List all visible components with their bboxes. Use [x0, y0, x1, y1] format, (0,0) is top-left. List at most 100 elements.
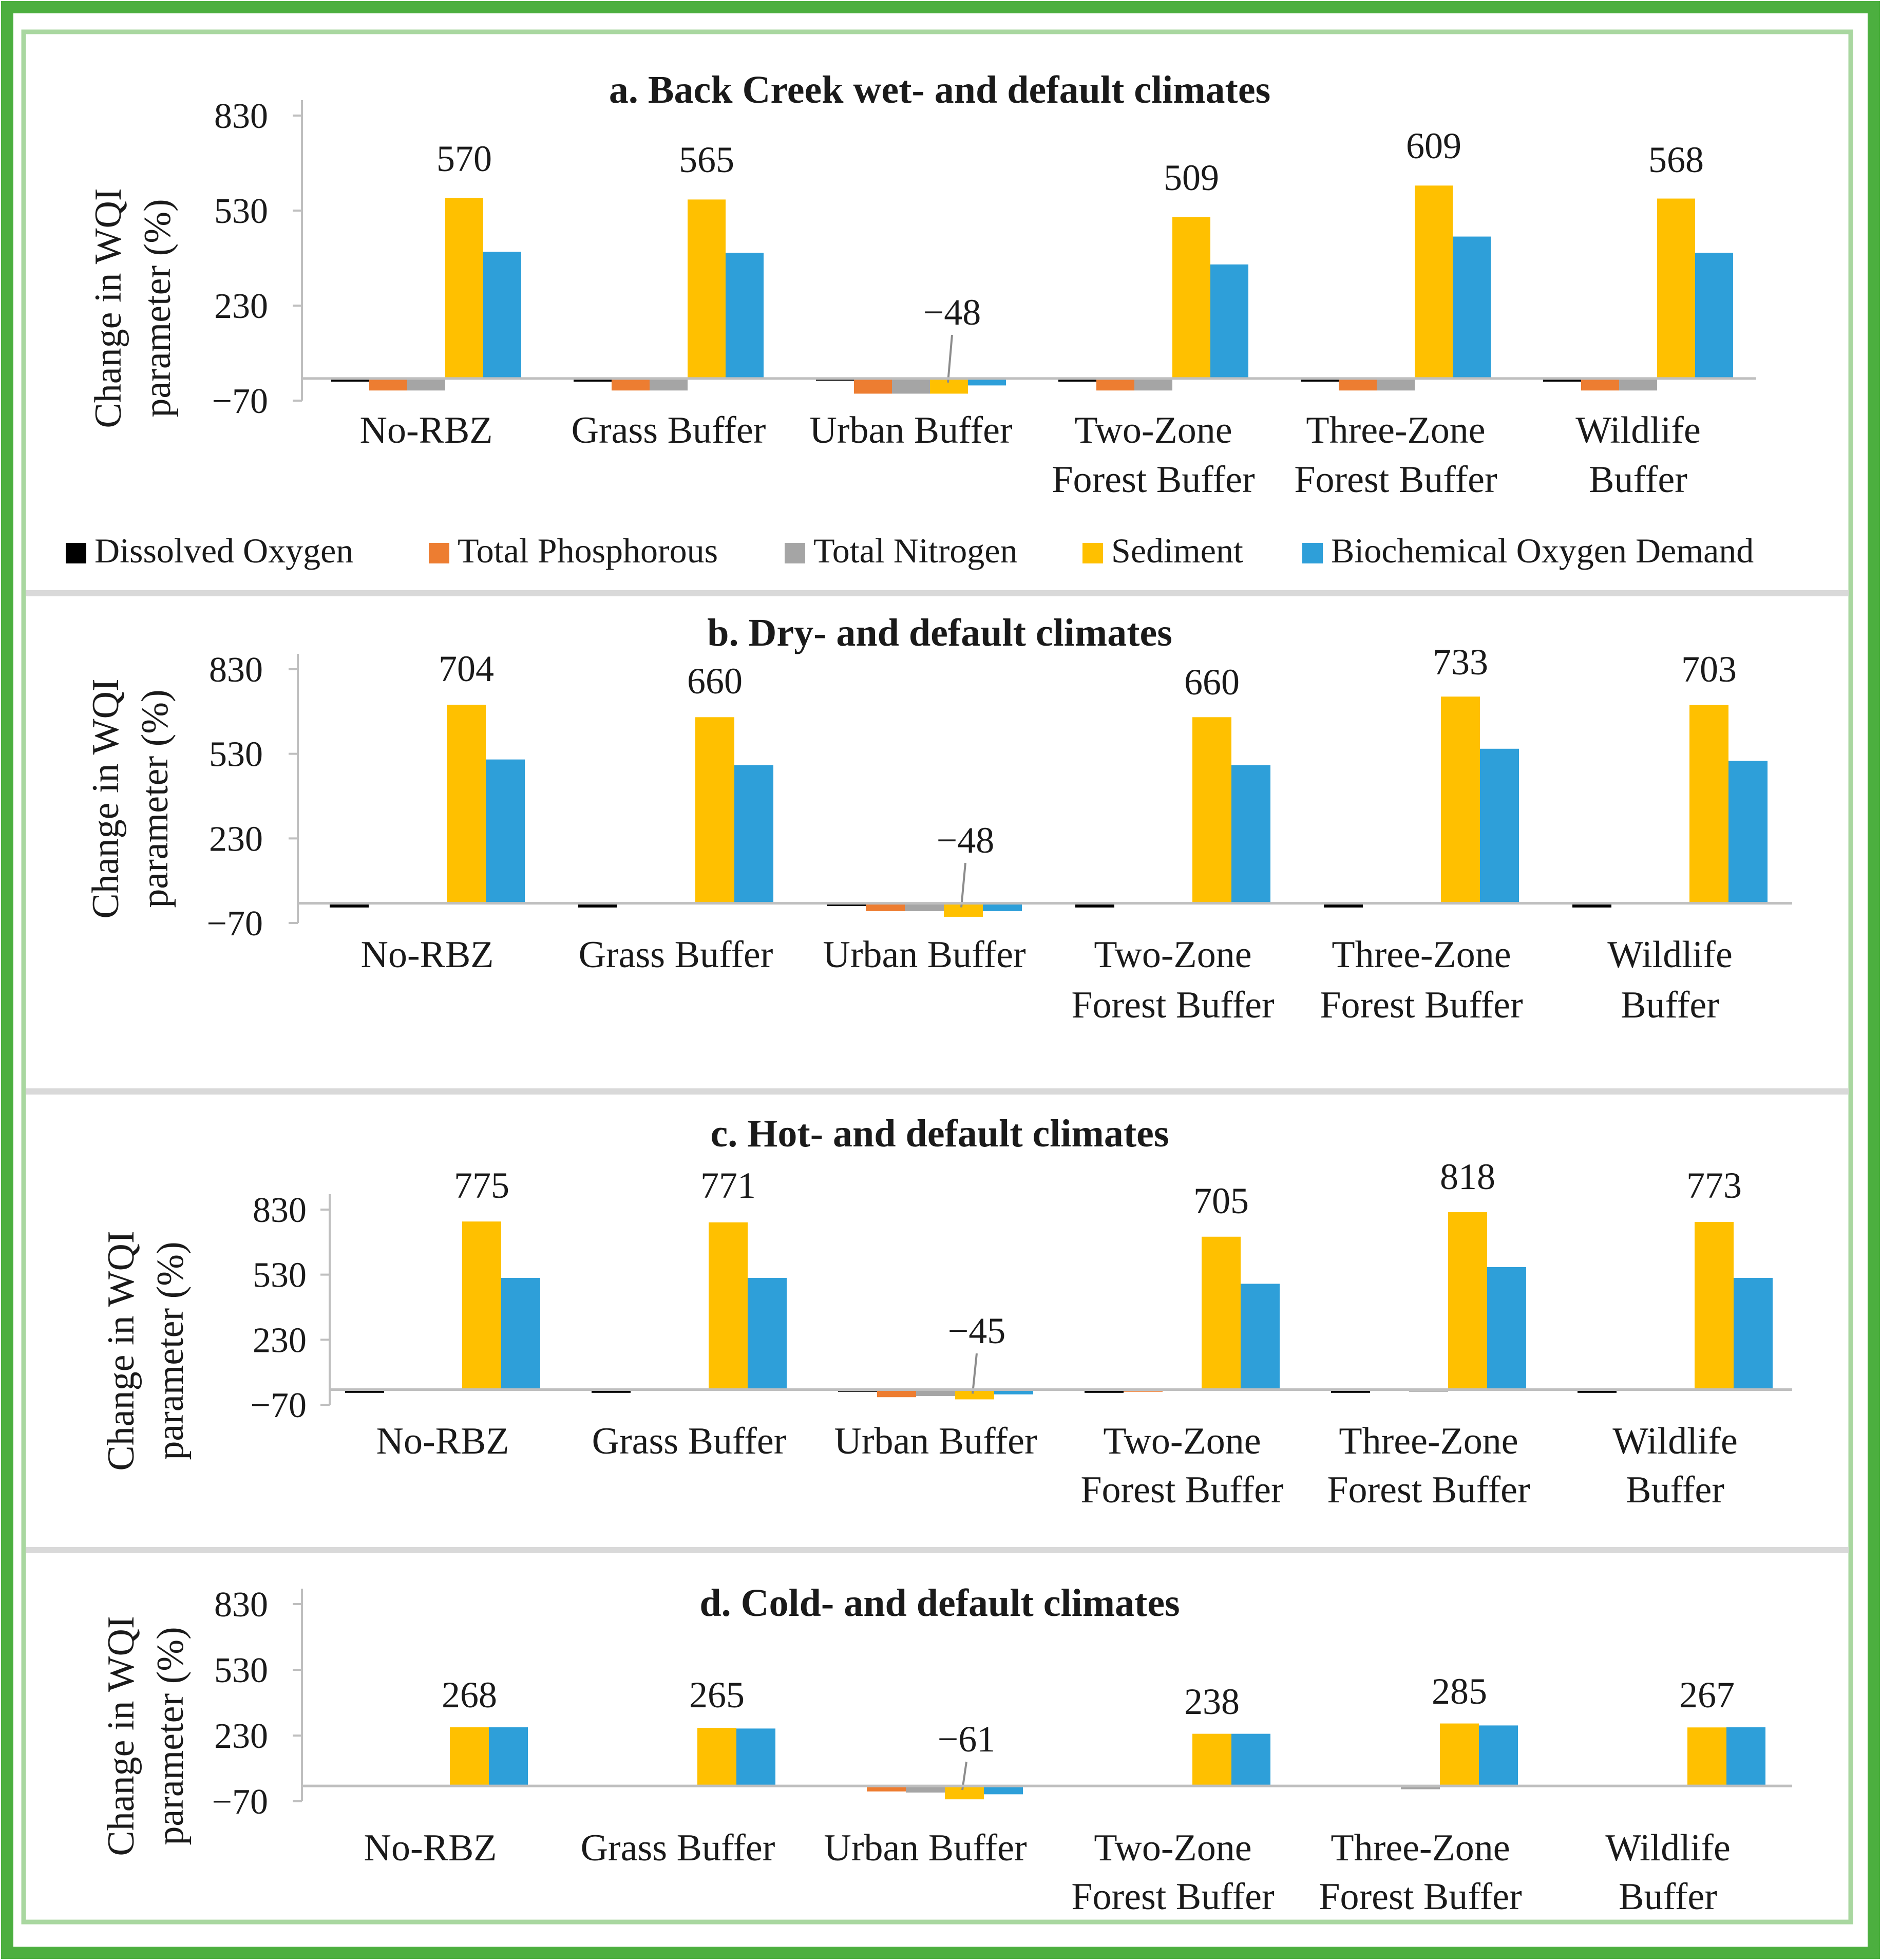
- bar: [709, 1222, 748, 1390]
- bar: [906, 1786, 945, 1793]
- bar: [612, 378, 650, 391]
- x-category-label: No-RBZ: [360, 409, 493, 451]
- data-label-leader: [947, 334, 953, 383]
- bar: [578, 903, 617, 908]
- bar: [697, 1728, 736, 1786]
- x-category-label: Wildlife: [1607, 934, 1733, 976]
- data-label: 509: [1164, 157, 1219, 198]
- x-category-label: Wildlife: [1612, 1420, 1738, 1462]
- y-tick-label: 230: [214, 287, 268, 326]
- bar: [944, 903, 983, 917]
- y-tick-label: −70: [212, 1782, 268, 1822]
- x-category-label: Two-Zone: [1103, 1420, 1261, 1462]
- bar: [1543, 378, 1581, 382]
- x-category-label: Urban Buffer: [823, 934, 1025, 976]
- bar: [1192, 717, 1231, 903]
- data-label: 285: [1432, 1671, 1487, 1712]
- x-category-label: Grass Buffer: [592, 1420, 787, 1462]
- data-label: 771: [700, 1165, 756, 1206]
- x-category-label: Three-Zone: [1331, 1827, 1510, 1869]
- x-category-label: Three-Zone: [1332, 934, 1511, 976]
- legend-label: Total Phosphorous: [458, 531, 718, 570]
- x-category-label: Two-Zone: [1094, 1827, 1251, 1869]
- bar: [1075, 903, 1114, 908]
- bar: [1134, 378, 1172, 391]
- bar: [1231, 1733, 1270, 1786]
- bar: [592, 1389, 631, 1393]
- bar: [407, 378, 445, 391]
- bar: [1331, 1389, 1370, 1393]
- bar: [734, 765, 773, 903]
- bar: [489, 1727, 528, 1786]
- data-label: 565: [679, 139, 734, 180]
- y-tick-label: 230: [253, 1321, 307, 1360]
- y-tick-label: 830: [214, 97, 268, 136]
- legend-swatch: [66, 543, 86, 563]
- y-tick-label: −70: [207, 904, 263, 944]
- y-tick-label: 530: [214, 1651, 268, 1690]
- data-label-leader: [972, 1353, 978, 1394]
- bar: [916, 1389, 955, 1397]
- bar: [1479, 1725, 1518, 1786]
- legend: Dissolved Oxygen Total Phosphorous Total N…: [66, 531, 1754, 570]
- legend-label: Total Nitrogen: [813, 531, 1017, 570]
- x-category-label: Two-Zone: [1074, 409, 1232, 451]
- inner-frame: [21, 29, 1853, 1925]
- bar: [1058, 378, 1096, 382]
- x-category-label: Two-Zone: [1094, 934, 1251, 976]
- bar: [1377, 378, 1415, 391]
- bar: [1453, 236, 1491, 379]
- legend-swatch: [1082, 543, 1103, 563]
- bar: [330, 903, 369, 908]
- bar: [447, 705, 486, 903]
- bar: [331, 378, 369, 382]
- data-label: 775: [454, 1165, 509, 1206]
- chart-panel-a: a. Back Creek wet- and default climates C…: [87, 68, 1756, 501]
- chart-panel-c: c. Hot- and default climates Change in WQ…: [100, 1112, 1792, 1511]
- bar: [1231, 765, 1270, 903]
- y-tick-label: 230: [214, 1717, 268, 1756]
- y-axis-label: Change in WQI parameter (%): [87, 188, 179, 428]
- x-category-label: Forest Buffer: [1052, 459, 1255, 501]
- x-category-label: Forest Buffer: [1294, 459, 1497, 501]
- bar: [688, 199, 726, 379]
- chart-title: c. Hot- and default climates: [711, 1112, 1169, 1155]
- data-label: 238: [1184, 1681, 1240, 1722]
- bar: [1415, 185, 1453, 379]
- data-label: 268: [442, 1674, 497, 1716]
- x-category-label: Buffer: [1626, 1469, 1724, 1511]
- bar: [726, 253, 764, 379]
- data-label: 703: [1681, 649, 1737, 690]
- x-category-label: Forest Buffer: [1071, 1876, 1274, 1918]
- data-label: −61: [938, 1719, 996, 1760]
- legend-swatch: [429, 543, 449, 563]
- chart-panel-d: d. Cold- and default climates Change in W…: [100, 1581, 1792, 1918]
- bar: [695, 717, 734, 903]
- bar: [1202, 1236, 1241, 1390]
- x-category-label: Grass Buffer: [579, 934, 773, 976]
- data-label: 265: [689, 1674, 745, 1716]
- x-category-label: Buffer: [1621, 984, 1719, 1026]
- bar: [1687, 1727, 1726, 1786]
- bar: [1210, 264, 1248, 379]
- bar: [1324, 903, 1363, 908]
- bar: [1695, 253, 1733, 379]
- y-axis-label: Change in WQI parameter (%): [85, 679, 176, 918]
- bar: [1728, 761, 1768, 903]
- x-category-label: Wildlife: [1605, 1827, 1731, 1869]
- data-label: 704: [439, 648, 494, 689]
- x-category-label: No-RBZ: [364, 1827, 497, 1869]
- bar: [854, 378, 892, 394]
- x-category-label: Grass Buffer: [572, 409, 766, 451]
- bar: [1441, 696, 1480, 903]
- x-category-label: Buffer: [1589, 459, 1687, 501]
- bar: [1619, 378, 1657, 391]
- bar: [574, 378, 612, 382]
- bar: [1487, 1267, 1526, 1390]
- chart-panel-b: b. Dry- and default climates Change in WQ…: [85, 611, 1792, 1026]
- y-tick-label: −70: [251, 1386, 307, 1425]
- x-category-label: No-RBZ: [376, 1420, 509, 1462]
- bar: [748, 1278, 787, 1390]
